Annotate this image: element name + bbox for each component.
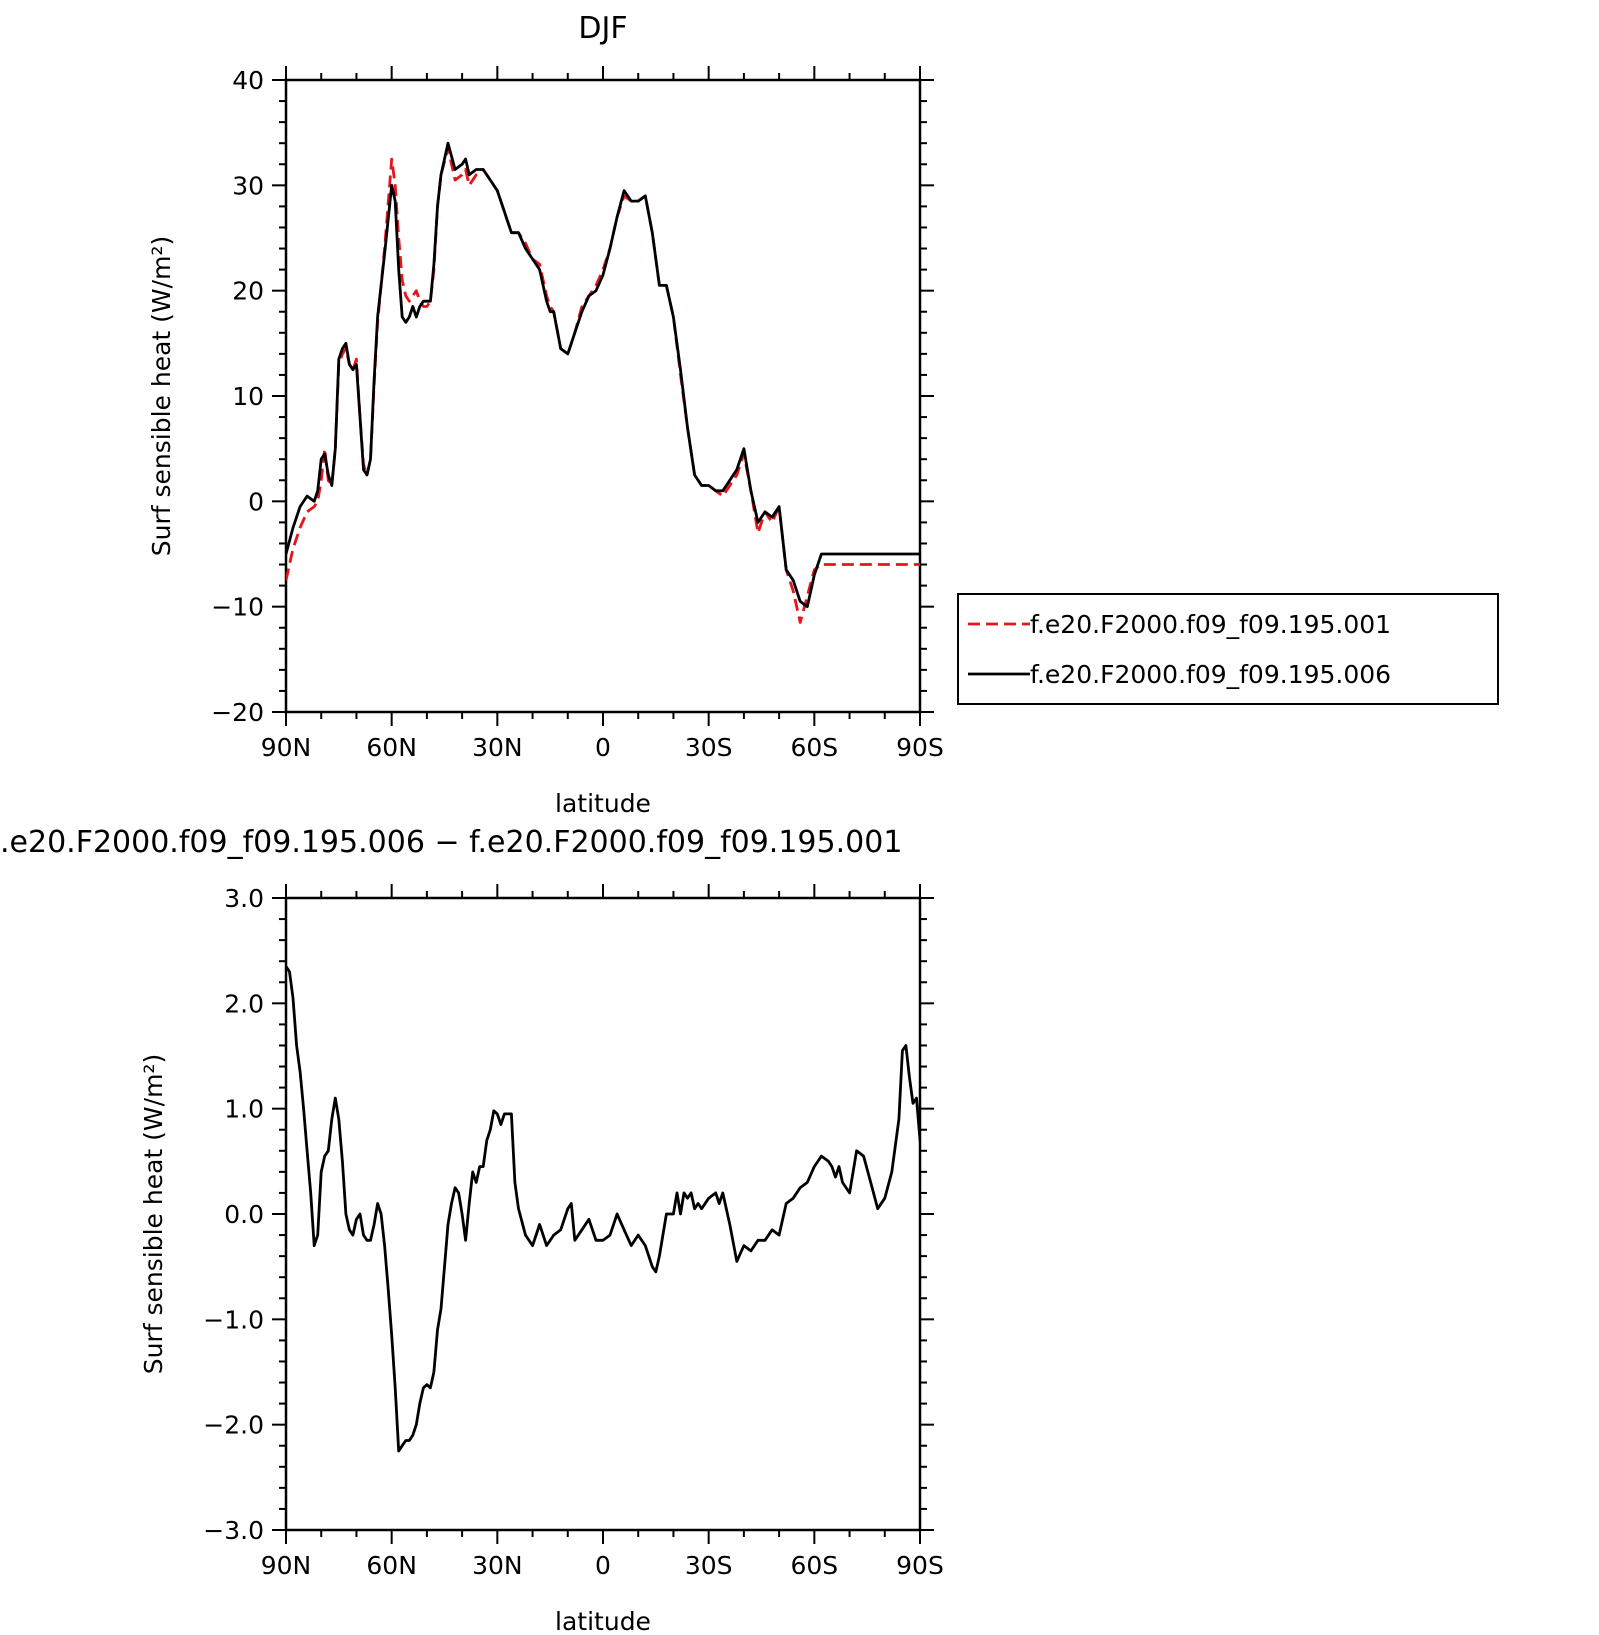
- chart-title: .e20.F2000.f09_f09.195.006 − f.e20.F2000…: [0, 825, 902, 860]
- y-tick-label: 0: [248, 487, 264, 516]
- series-line-2: [286, 141, 920, 609]
- y-tick-label: −3.0: [203, 1516, 264, 1545]
- x-tick-label: 60S: [790, 733, 838, 762]
- series-line-1: [286, 147, 920, 624]
- chart-title: DJF: [578, 11, 627, 46]
- y-tick-label: 10: [232, 382, 264, 411]
- x-tick-label: 30N: [472, 1551, 523, 1580]
- x-tick-label: 30N: [472, 733, 523, 762]
- y-tick-label: 1.0: [224, 1095, 264, 1124]
- x-tick-label: 30S: [685, 733, 733, 762]
- x-axis-label: latitude: [555, 1607, 651, 1635]
- y-tick-label: 3.0: [224, 884, 264, 913]
- legend-label-2: f.e20.F2000.f09_f09.195.006: [1030, 660, 1391, 689]
- legend-box: [957, 593, 1499, 705]
- legend: f.e20.F2000.f09_f09.195.001 f.e20.F2000.f…: [957, 593, 1499, 705]
- x-axis-label: latitude: [555, 789, 651, 818]
- legend-label-1: f.e20.F2000.f09_f09.195.001: [1030, 610, 1391, 639]
- y-axis-label: Surf sensible heat (W/m²): [139, 1054, 168, 1374]
- x-tick-label: 60N: [366, 1551, 417, 1580]
- y-tick-label: 40: [232, 66, 264, 95]
- plot-frame: [284, 78, 922, 714]
- series-line-1: [286, 965, 920, 1453]
- chart-panel-2: .e20.F2000.f09_f09.195.006 − f.e20.F2000…: [0, 825, 944, 1635]
- x-tick-label: 0: [595, 1551, 611, 1580]
- x-tick-label: 60N: [366, 733, 417, 762]
- chart-panel-1: DJF 90N 60N 30N 0 30S 60S 90S −20 −10 0 10 20 30 40 lat…: [147, 11, 1499, 818]
- x-tick-label: 30S: [685, 1551, 733, 1580]
- x-tick-label: 90N: [261, 1551, 312, 1580]
- x-tick-label: 0: [595, 733, 611, 762]
- y-tick-label: −1.0: [203, 1305, 264, 1334]
- x-tick-label: 90S: [896, 733, 944, 762]
- y-tick-label: −10: [211, 593, 264, 622]
- x-tick-label: 60S: [790, 1551, 838, 1580]
- y-tick-label: 0.0: [224, 1200, 264, 1229]
- y-tick-label: 20: [232, 277, 264, 306]
- y-tick-label: 30: [232, 171, 264, 200]
- y-tick-label: −2.0: [203, 1411, 264, 1440]
- x-tick-label: 90S: [896, 1551, 944, 1580]
- x-tick-label: 90N: [261, 733, 312, 762]
- y-axis-label: Surf sensible heat (W/m²): [147, 236, 176, 556]
- y-tick-label: −20: [211, 698, 264, 727]
- y-tick-label: 2.0: [224, 989, 264, 1018]
